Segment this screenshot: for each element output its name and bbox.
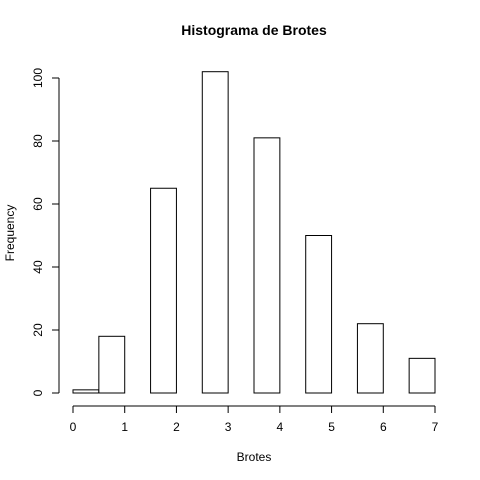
x-tick-label: 6 xyxy=(380,420,387,434)
histogram-bar-13 xyxy=(408,357,436,394)
y-tick-label: 60 xyxy=(31,197,45,211)
y-tick-label: 0 xyxy=(31,389,45,396)
y-axis-label: Frequency xyxy=(3,205,17,262)
histogram-bar-0 xyxy=(72,389,100,394)
x-axis: 0 1 2 3 4 5 6 7 xyxy=(70,405,439,434)
histogram-bar-5 xyxy=(201,71,229,394)
y-tick-label: 80 xyxy=(31,134,45,148)
histogram-bar-3 xyxy=(150,187,177,394)
x-axis-label: Brotes xyxy=(237,450,272,464)
histogram-bar-9 xyxy=(305,235,333,394)
x-tick-label: 5 xyxy=(328,420,335,434)
histogram-bar-7 xyxy=(253,137,281,394)
x-tick-label: 0 xyxy=(70,420,77,434)
x-tick-label: 3 xyxy=(225,420,232,434)
bars-group xyxy=(72,71,436,394)
y-tick-label: 100 xyxy=(31,68,45,88)
histogram-bar-11 xyxy=(356,323,384,394)
y-tick-label: 40 xyxy=(31,260,45,274)
y-axis: 0 20 40 60 80 100 xyxy=(31,68,60,396)
chart-title: Histograma de Brotes xyxy=(181,22,327,38)
histogram-bar-1 xyxy=(98,335,126,394)
y-tick-label: 20 xyxy=(31,323,45,337)
x-tick-label: 2 xyxy=(173,420,180,434)
x-tick-label: 4 xyxy=(277,420,284,434)
x-tick-label: 7 xyxy=(432,420,439,434)
x-tick-label: 1 xyxy=(121,420,128,434)
